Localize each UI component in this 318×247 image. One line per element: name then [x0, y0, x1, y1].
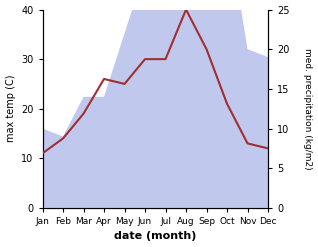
Y-axis label: med. precipitation (kg/m2): med. precipitation (kg/m2) [303, 48, 313, 169]
Y-axis label: max temp (C): max temp (C) [5, 75, 16, 143]
X-axis label: date (month): date (month) [114, 231, 197, 242]
